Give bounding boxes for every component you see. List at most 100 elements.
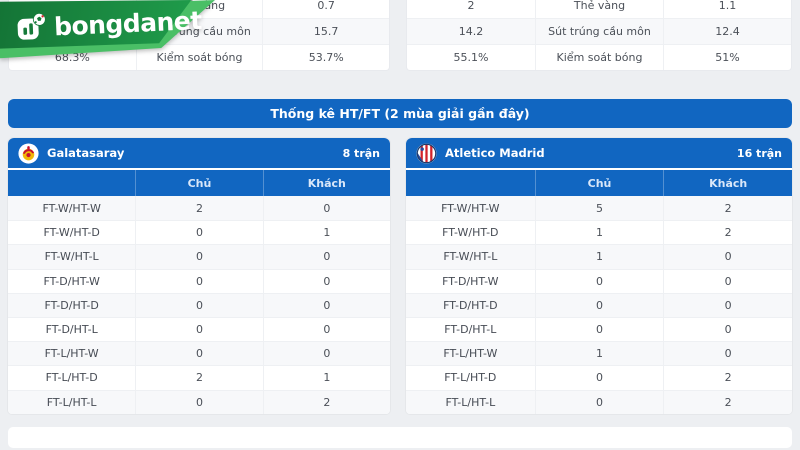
htft-away-value: 2	[262, 390, 390, 414]
htft-row: FT-L/HT-D 2 1	[8, 365, 390, 390]
stat-label: Kiểm soát bóng	[535, 45, 663, 70]
htft-home-value: 2	[135, 196, 262, 221]
htft-row: FT-L/HT-W 0 0	[8, 341, 390, 366]
htft-row: FT-W/HT-W 2 0	[8, 196, 390, 221]
match-count: 8 trận	[342, 146, 380, 160]
team-name: Atletico Madrid	[445, 146, 545, 160]
brand-content: bongdanet	[14, 4, 202, 44]
stat-label: Sút trúng cầu môn	[535, 19, 663, 44]
htft-away-value: 0	[663, 317, 792, 342]
stat-row: 14.2 Sút trúng cầu môn 12.4	[407, 18, 791, 44]
column-header-row: Chủ Khách	[8, 170, 390, 196]
stat-away-value: 0.7	[262, 0, 389, 18]
htft-row: FT-D/HT-D 0 0	[406, 292, 792, 317]
section-title: Thống kê HT/FT (2 mùa giải gần đây)	[270, 106, 530, 121]
htft-row: FT-L/HT-W 1 0	[406, 341, 792, 366]
htft-label: FT-W/HT-W	[441, 201, 500, 215]
column-header-blank	[8, 170, 135, 196]
htft-away-value: 2	[663, 390, 792, 414]
stat-row: 2 Thẻ vàng 1.1	[407, 0, 791, 18]
htft-away-value: 1	[262, 221, 390, 245]
column-header-home: Chủ	[135, 170, 262, 196]
match-count: 16 trận	[736, 146, 782, 160]
galatasaray-logo-icon	[18, 142, 39, 164]
htft-home-value: 1	[534, 245, 664, 269]
htft-away-value: 0	[663, 245, 792, 269]
htft-away-value: 1	[262, 366, 390, 390]
htft-away-value: 2	[663, 366, 792, 390]
column-header-blank	[406, 170, 535, 196]
stat-row: 55.1% Kiểm soát bóng 51%	[407, 44, 791, 70]
htft-home-value: 0	[135, 245, 262, 269]
htft-panel-atletico-madrid: Atletico Madrid 16 trận Chủ Khách FT-W/H…	[406, 138, 792, 414]
stat-row: 68.3% Kiểm soát bóng 53.7%	[9, 44, 389, 70]
stat-home-value: 2	[467, 0, 475, 12]
htft-home-value: 0	[534, 269, 664, 293]
stat-away-value: 12.4	[663, 19, 791, 44]
htft-home-value: 1	[534, 221, 664, 245]
htft-row: FT-D/HT-L 0 0	[8, 316, 390, 342]
htft-label: FT-W/HT-W	[42, 201, 101, 215]
htft-away-value: 0	[262, 342, 390, 366]
htft-home-value: 0	[534, 293, 664, 317]
htft-label: FT-D/HT-W	[43, 274, 100, 288]
htft-away-value: 0	[262, 196, 390, 221]
htft-row: FT-D/HT-D 0 0	[8, 292, 390, 317]
htft-home-value: 0	[534, 317, 664, 342]
stat-home-value: 68.3%	[54, 51, 90, 64]
htft-label: FT-W/HT-D	[442, 226, 499, 240]
stat-label: Kiểm soát bóng	[135, 45, 263, 70]
htft-row: FT-W/HT-D 0 1	[8, 220, 390, 245]
htft-home-value: 0	[135, 390, 262, 414]
htft-label: FT-D/HT-W	[442, 274, 499, 288]
stat-home-value: 55.1%	[453, 51, 489, 64]
next-section-panel	[8, 427, 792, 448]
htft-label: FT-L/HT-D	[444, 371, 497, 385]
htft-away-value: 0	[262, 293, 390, 317]
htft-row: FT-L/HT-L 0 2	[406, 389, 792, 414]
htft-row: FT-W/HT-L 1 0	[406, 244, 792, 269]
htft-row: FT-W/HT-L 0 0	[8, 244, 390, 269]
htft-label: FT-D/HT-D	[44, 298, 99, 312]
htft-label: FT-L/HT-L	[46, 395, 97, 409]
htft-home-value: 0	[135, 293, 262, 317]
htft-label: FT-D/HT-L	[444, 323, 497, 337]
column-header-away: Khách	[262, 170, 390, 196]
htft-away-value: 0	[262, 269, 390, 293]
stat-home-value: 14.2	[458, 25, 484, 38]
htft-away-value: 0	[262, 317, 390, 342]
htft-rows: FT-W/HT-W 5 2 FT-W/HT-D 1 2 FT-W/HT-L 1 …	[406, 196, 792, 414]
stats-football-icon	[14, 11, 49, 44]
htft-label: FT-W/HT-D	[43, 226, 100, 240]
htft-label: FT-L/HT-W	[443, 347, 498, 361]
htft-away-value: 2	[663, 221, 792, 245]
htft-label: FT-L/HT-W	[44, 347, 99, 361]
htft-home-value: 0	[135, 317, 262, 342]
htft-away-value: 0	[262, 245, 390, 269]
htft-label: FT-W/HT-L	[443, 250, 498, 264]
atletico-madrid-logo-icon	[416, 142, 437, 164]
htft-row: FT-D/HT-L 0 0	[406, 316, 792, 342]
htft-home-value: 0	[534, 390, 664, 414]
htft-away-value: 0	[663, 269, 792, 293]
htft-row: FT-W/HT-D 1 2	[406, 220, 792, 245]
htft-row: FT-D/HT-W 0 0	[406, 268, 792, 293]
column-header-away: Khách	[663, 170, 792, 196]
team-header: Atletico Madrid 16 trận	[406, 138, 792, 168]
section-title-bar: Thống kê HT/FT (2 mùa giải gần đây)	[8, 99, 792, 128]
stat-away-value: 15.7	[262, 19, 389, 44]
htft-home-value: 2	[135, 366, 262, 390]
htft-home-value: 1	[534, 342, 664, 366]
htft-label: FT-L/HT-D	[45, 371, 98, 385]
bongdanet-logo[interactable]: bongdanet	[0, 0, 215, 60]
top-stats-table-away: 2 Thẻ vàng 1.1 14.2 Sút trúng cầu môn 12…	[406, 0, 792, 71]
stat-away-value: 53.7%	[262, 45, 389, 70]
htft-label: FT-W/HT-L	[44, 250, 99, 264]
htft-home-value: 0	[534, 366, 664, 390]
htft-away-value: 0	[663, 293, 792, 317]
column-header-home: Chủ	[534, 170, 664, 196]
htft-label: FT-L/HT-L	[445, 395, 496, 409]
stat-away-value: 51%	[663, 45, 791, 70]
htft-home-value: 0	[135, 269, 262, 293]
htft-away-value: 2	[663, 196, 792, 221]
